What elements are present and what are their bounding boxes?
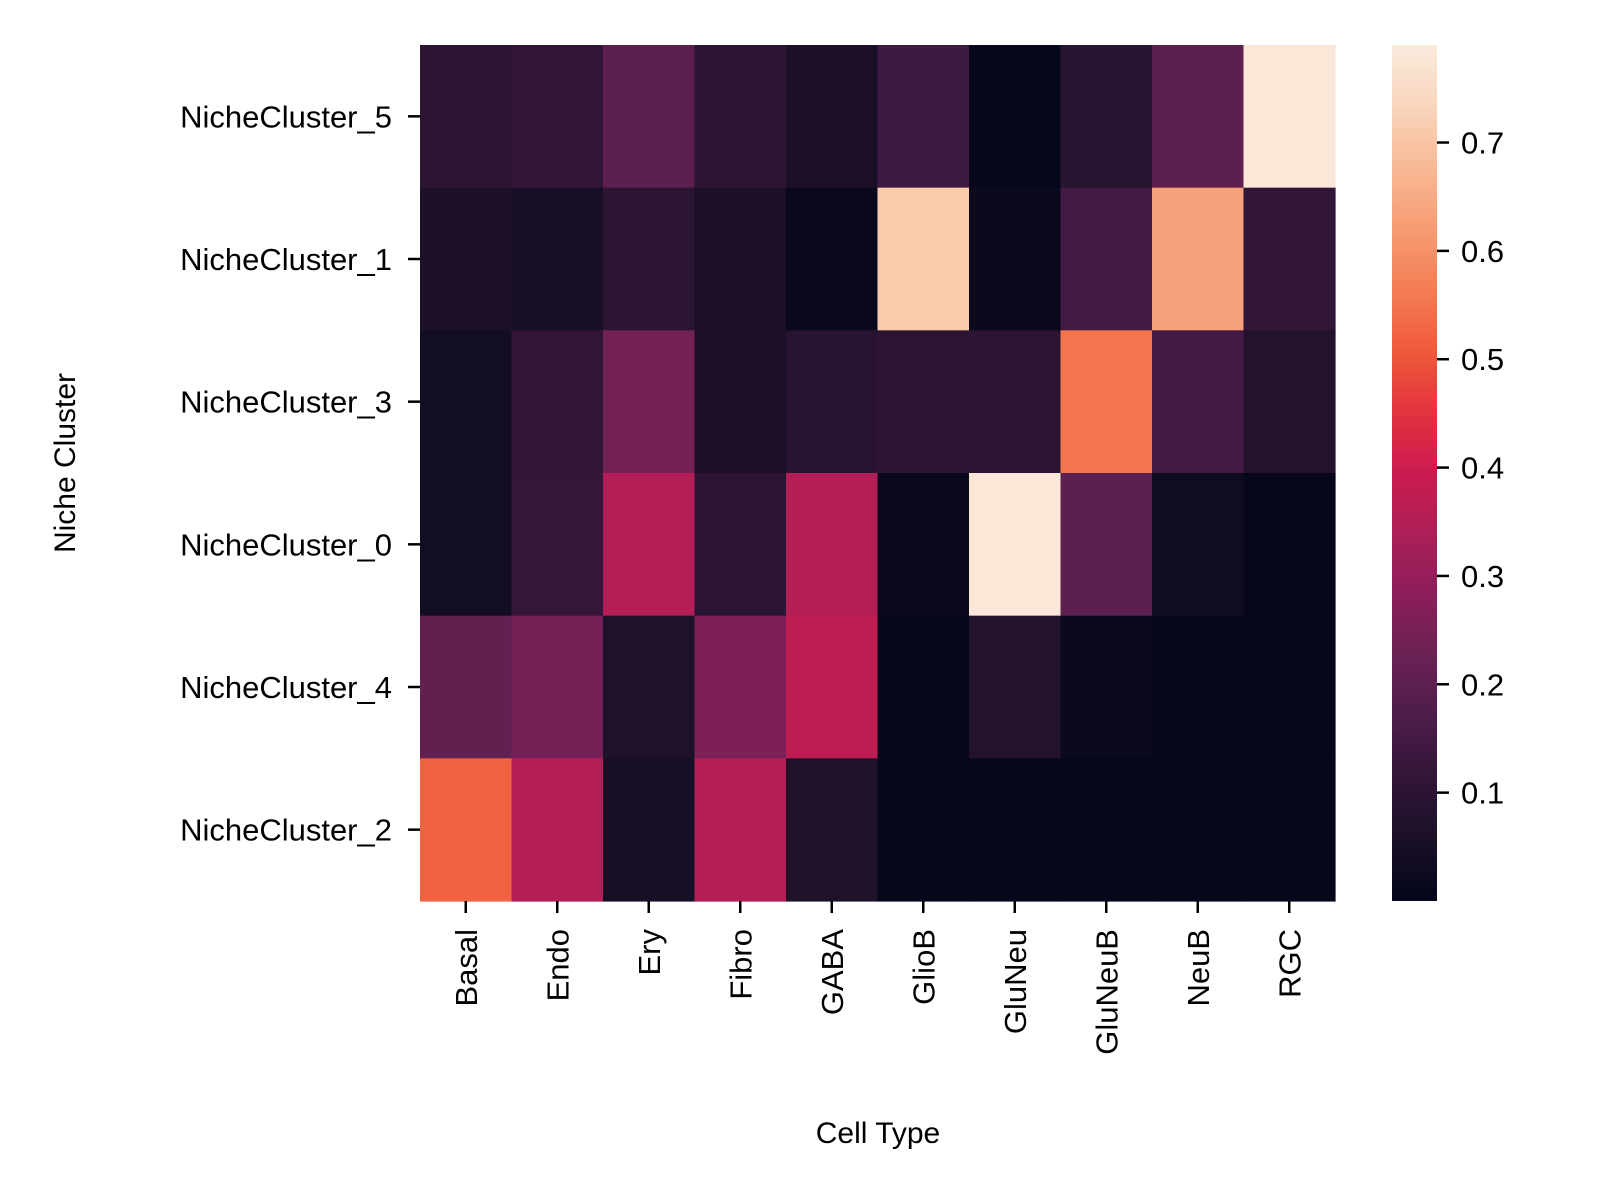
heatmap-cell bbox=[694, 330, 787, 474]
heatmap-cell bbox=[969, 45, 1062, 189]
heatmap-cell bbox=[1243, 330, 1336, 474]
heatmap-cell bbox=[511, 615, 604, 759]
heatmap-cell bbox=[969, 615, 1062, 759]
heatmap-cell bbox=[877, 615, 970, 759]
x-tick-label: Basal bbox=[449, 929, 484, 1007]
x-tick-label: GluNeuB bbox=[1089, 929, 1124, 1055]
heatmap-cell bbox=[877, 330, 970, 474]
colorbar-tick-label: 0.4 bbox=[1461, 451, 1504, 486]
x-tick-label: Endo bbox=[540, 929, 575, 1001]
heatmap-cell bbox=[603, 187, 696, 331]
colorbar-tick-label: 0.1 bbox=[1461, 776, 1504, 811]
heatmap-cell bbox=[603, 615, 696, 759]
heatmap-cell bbox=[877, 473, 970, 617]
heatmap-cell bbox=[511, 758, 604, 902]
heatmap-cell bbox=[603, 45, 696, 189]
heatmap-cell bbox=[786, 330, 879, 474]
heatmap-cell bbox=[694, 473, 787, 617]
heatmap-cell bbox=[420, 187, 513, 331]
heatmap-cell bbox=[969, 330, 1062, 474]
heatmap-cell bbox=[420, 473, 513, 617]
heatmap-cell bbox=[694, 615, 787, 759]
y-tick-label: NicheCluster_0 bbox=[180, 527, 392, 562]
heatmap-cell bbox=[420, 45, 513, 189]
heatmap-cell bbox=[1152, 473, 1245, 617]
heatmap-cell bbox=[877, 187, 970, 331]
heatmap-cell bbox=[1152, 330, 1245, 474]
heatmap-cell bbox=[1243, 473, 1336, 617]
x-tick-label: NeuB bbox=[1181, 929, 1216, 1007]
x-tick-label: Ery bbox=[632, 929, 667, 976]
heatmap-cell bbox=[420, 330, 513, 474]
heatmap-cell bbox=[969, 473, 1062, 617]
heatmap-cell bbox=[1152, 615, 1245, 759]
heatmap-cell bbox=[694, 187, 787, 331]
heatmap-cell bbox=[603, 330, 696, 474]
heatmap-cell bbox=[1060, 615, 1153, 759]
colorbar-tick-label: 0.2 bbox=[1461, 667, 1504, 702]
x-axis-title: Cell Type bbox=[816, 1117, 941, 1150]
heatmap-cell bbox=[1060, 330, 1153, 474]
heatmap-cell bbox=[1152, 45, 1245, 189]
heatmap-cell bbox=[969, 758, 1062, 902]
colorbar-tick-label: 0.3 bbox=[1461, 559, 1504, 594]
heatmap-cell bbox=[786, 473, 879, 617]
colorbar-tick-label: 0.7 bbox=[1461, 126, 1504, 161]
colorbar: 0.1 0.2 0.3 0.4 0.5 0.6 0.7 bbox=[1392, 45, 1504, 901]
y-tick-label: NicheCluster_1 bbox=[180, 242, 392, 277]
colorbar-gradient bbox=[1392, 45, 1437, 901]
x-tick-label: GABA bbox=[815, 929, 850, 1015]
heatmap-cell bbox=[1152, 758, 1245, 902]
heatmap-cell bbox=[877, 758, 970, 902]
heatmap-cell bbox=[420, 615, 513, 759]
heatmap-cell bbox=[694, 45, 787, 189]
x-tick-label: GluNeu bbox=[998, 929, 1033, 1034]
heatmap-cell bbox=[603, 758, 696, 902]
heatmap-cells bbox=[420, 45, 1336, 902]
y-tick-label: NicheCluster_3 bbox=[180, 385, 392, 420]
x-axis-ticks: Basal Endo Ery Fibro GABA GlioB GluNeu GluNeuB N… bbox=[449, 901, 1307, 1055]
heatmap-cell bbox=[1243, 758, 1336, 902]
colorbar-tick-label: 0.6 bbox=[1461, 234, 1504, 269]
heatmap-cell bbox=[420, 758, 513, 902]
heatmap-cell bbox=[603, 473, 696, 617]
heatmap-cell bbox=[694, 758, 787, 902]
y-tick-label: NicheCluster_5 bbox=[180, 99, 392, 134]
colorbar-ticks: 0.1 0.2 0.3 0.4 0.5 0.6 0.7 bbox=[1437, 126, 1504, 811]
heatmap-cell bbox=[511, 330, 604, 474]
heatmap-cell bbox=[969, 187, 1062, 331]
heatmap-cell bbox=[1060, 187, 1153, 331]
heatmap-cell bbox=[1243, 187, 1336, 331]
heatmap-cell bbox=[1152, 187, 1245, 331]
heatmap-cell bbox=[877, 45, 970, 189]
heatmap-cell bbox=[1243, 45, 1336, 189]
y-tick-label: NicheCluster_2 bbox=[180, 813, 392, 848]
heatmap-cell bbox=[786, 758, 879, 902]
heatmap-cell bbox=[1243, 615, 1336, 759]
y-axis-ticks: NicheCluster_5 NicheCluster_1 NicheCluster… bbox=[180, 99, 420, 848]
x-tick-label: GlioB bbox=[906, 929, 941, 1005]
y-axis-title: Niche Cluster bbox=[49, 373, 82, 553]
heatmap-cell bbox=[1060, 45, 1153, 189]
colorbar-tick-label: 0.5 bbox=[1461, 342, 1504, 377]
heatmap-cell bbox=[511, 187, 604, 331]
x-tick-label: Fibro bbox=[723, 929, 758, 1000]
y-tick-label: NicheCluster_4 bbox=[180, 670, 392, 705]
x-tick-label: RGC bbox=[1272, 929, 1307, 998]
heatmap-cell bbox=[511, 45, 604, 189]
heatmap-cell bbox=[511, 473, 604, 617]
heatmap-cell bbox=[786, 45, 879, 189]
heatmap-cell bbox=[1060, 758, 1153, 902]
heatmap-cell bbox=[786, 187, 879, 331]
heatmap-cell bbox=[1060, 473, 1153, 617]
heatmap-cell bbox=[786, 615, 879, 759]
